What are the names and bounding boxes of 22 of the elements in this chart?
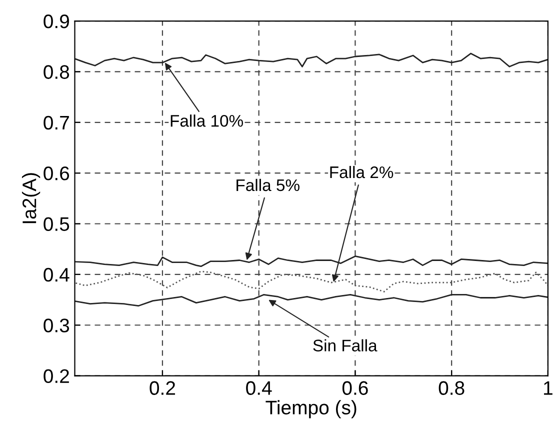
y-tick-label: 0.5 (44, 217, 70, 231)
line-series (75, 52, 548, 68)
y-tick-label: 0.2 (44, 369, 69, 384)
y-tick-label: 0.3 (44, 318, 70, 332)
y-tick-label: 0.4 (44, 268, 70, 282)
y-tick-label: 0.9 (44, 14, 69, 28)
annotation: Sin Falla (313, 339, 378, 352)
x-tick-label: 0.2 (150, 381, 176, 395)
line-series (75, 294, 548, 307)
y-axis-title: Ia2(A) (22, 173, 40, 224)
line-series (75, 270, 548, 292)
x-axis-title: Tiempo (s) (266, 400, 356, 418)
y-tick-label: 0.7 (44, 116, 69, 130)
annotation: Falla 10% (170, 114, 244, 127)
y-tick-label: 0.8 (44, 65, 70, 79)
annotation: Falla 2% (330, 166, 394, 178)
y-tick-label: 0.6 (44, 166, 70, 180)
x-tick-label: 0.6 (342, 381, 368, 395)
x-tick-label: 0.8 (438, 381, 464, 395)
x-tick-label: 1 (544, 381, 552, 395)
annotation: Falla 5% (236, 178, 300, 192)
x-tick-label: 0.4 (246, 381, 272, 395)
